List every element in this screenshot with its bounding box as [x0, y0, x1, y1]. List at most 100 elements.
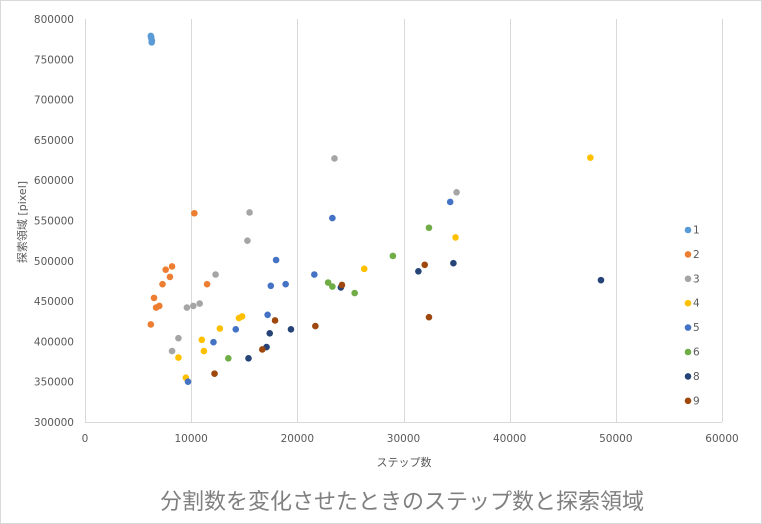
y-tick-label: 450000	[34, 296, 74, 308]
data-point	[212, 271, 219, 278]
y-tick-labels: 300000 350000 400000 450000 500000 550000 6000…	[34, 14, 74, 429]
data-point	[200, 347, 208, 355]
data-point	[389, 252, 397, 260]
legend-label: 9	[693, 395, 700, 407]
data-point	[360, 265, 368, 273]
data-point	[453, 188, 460, 196]
y-tick-label: 700000	[34, 95, 74, 107]
data-point	[312, 322, 319, 330]
legend-label: 8	[693, 371, 700, 383]
data-point	[587, 154, 594, 161]
data-point	[266, 330, 274, 337]
y-tick-label: 350000	[34, 377, 74, 389]
data-point	[196, 300, 203, 307]
data-point	[597, 276, 605, 284]
y-tick-label: 750000	[34, 54, 74, 66]
y-tick-label: 650000	[34, 135, 74, 147]
data-point	[162, 266, 169, 273]
data-point	[421, 261, 429, 269]
data-points	[147, 32, 605, 386]
data-point	[225, 355, 232, 362]
data-point	[351, 289, 358, 297]
series-3	[168, 155, 460, 355]
data-point	[425, 313, 433, 321]
legend-marker	[684, 397, 692, 405]
data-point	[450, 259, 457, 267]
series-9	[211, 261, 433, 377]
data-point	[156, 302, 163, 310]
data-point	[175, 334, 182, 342]
y-axis-title: 探索領域 [pixel]	[15, 181, 29, 263]
data-point	[415, 267, 422, 275]
data-point	[446, 198, 454, 206]
x-tick-label: 30000	[387, 433, 420, 445]
data-point	[246, 209, 253, 216]
data-point	[191, 209, 198, 217]
data-point	[425, 224, 433, 232]
legend-marker	[684, 348, 692, 356]
axes	[85, 19, 722, 423]
x-tick-labels: 0 10000 20000 30000 40000 50000 60000	[82, 433, 739, 445]
data-point	[264, 311, 271, 319]
data-point	[147, 321, 155, 328]
legend-label: 4	[693, 298, 700, 310]
series-1	[147, 32, 156, 46]
data-point	[244, 237, 251, 244]
y-tick-label: 550000	[34, 216, 74, 228]
data-point	[329, 283, 336, 290]
data-point	[282, 280, 289, 288]
data-point	[232, 326, 240, 333]
y-tick-label: 300000	[34, 417, 74, 429]
x-tick-label: 20000	[281, 433, 314, 445]
data-point	[168, 263, 176, 270]
series-2	[147, 209, 211, 328]
x-tick-label: 0	[82, 433, 89, 445]
legend-marker	[684, 251, 692, 258]
data-point	[150, 294, 158, 302]
legend-label: 6	[693, 347, 700, 359]
x-tick-label: 60000	[705, 433, 738, 445]
legend-marker	[684, 324, 692, 331]
legend-marker	[684, 275, 692, 283]
legend-marker	[684, 299, 692, 307]
legend: 1 2 3 4 5 6 8 9	[684, 225, 700, 407]
data-point	[203, 280, 211, 288]
data-point	[175, 354, 182, 361]
data-point	[148, 39, 155, 46]
data-point	[245, 355, 252, 362]
data-point	[210, 338, 217, 346]
legend-label: 2	[693, 249, 700, 261]
x-axis-title: ステップ数	[377, 456, 432, 469]
series-5	[184, 198, 454, 386]
legend-marker	[684, 226, 692, 234]
y-tick-label: 600000	[34, 175, 74, 187]
data-point	[183, 304, 191, 311]
data-point	[168, 347, 176, 355]
data-point	[238, 313, 246, 320]
data-point	[331, 155, 338, 162]
data-point	[329, 214, 336, 222]
legend-label: 1	[693, 225, 700, 237]
data-point	[338, 281, 346, 289]
data-point	[267, 282, 275, 290]
data-point	[159, 280, 166, 288]
data-point	[272, 256, 280, 264]
x-tick-label: 40000	[493, 433, 526, 445]
data-point	[189, 302, 197, 310]
data-point	[166, 273, 174, 281]
data-point	[211, 370, 218, 377]
y-tick-label: 500000	[34, 256, 74, 268]
legend-label: 3	[693, 273, 700, 285]
legend-marker	[684, 373, 692, 380]
x-tick-label: 10000	[174, 433, 207, 445]
data-point	[198, 336, 206, 344]
chart-caption: 分割数を変化させたときのステップ数と探索領域	[160, 490, 644, 515]
x-tick-label: 50000	[599, 433, 632, 445]
data-point	[287, 326, 295, 333]
data-point	[147, 33, 155, 41]
series-6	[225, 224, 433, 362]
y-tick-label: 400000	[34, 336, 74, 348]
